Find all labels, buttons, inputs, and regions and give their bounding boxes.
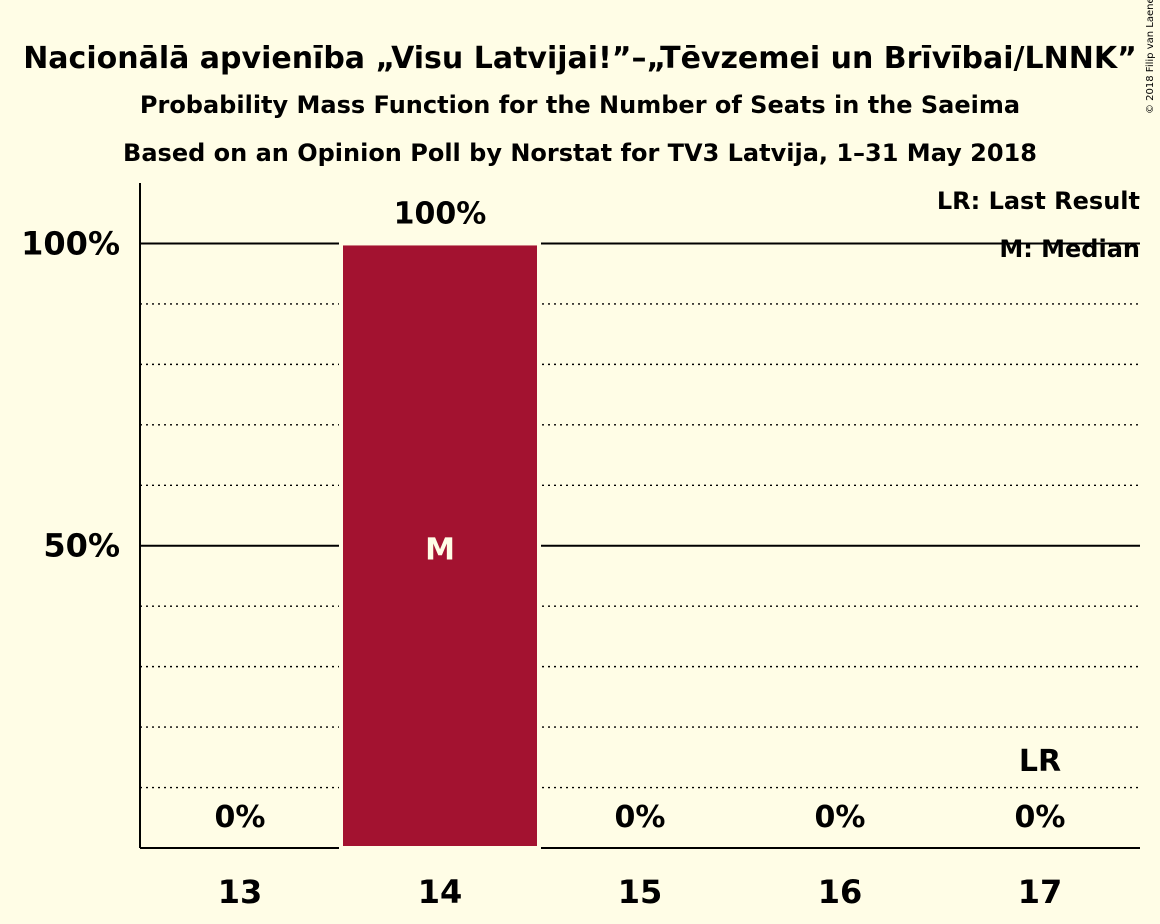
y-tick-label: 100% [21,224,120,262]
last-result-marker: LR [1019,744,1061,779]
x-tick-label: 15 [618,873,663,911]
median-marker: M [425,533,455,568]
x-tick-label: 17 [1018,873,1063,911]
bar-14 [339,241,541,851]
plot-area: 50% 100% 0% 13 100% M 14 0% 15 0% 16 0% LR 17 [21,183,1140,911]
x-tick-label: 13 [218,873,263,911]
copyright-text: © 2018 Filip van Laenen [1145,0,1156,114]
legend-last-result: LR: Last Result [937,187,1140,215]
bar-value-label: 0% [1015,800,1066,835]
bar-value-label: 0% [215,800,266,835]
chart-subtitle-1: Probability Mass Function for the Number… [140,91,1020,119]
bar-value-label: 0% [815,800,866,835]
bar-value-label: 100% [394,196,487,231]
x-tick-label: 16 [818,873,863,911]
chart-subtitle-2: Based on an Opinion Poll by Norstat for … [123,139,1037,167]
x-tick-label: 14 [418,873,463,911]
y-tick-label: 50% [43,527,120,565]
chart-title: Nacionālā apvienība „Visu Latvijai!”–„Tē… [23,41,1137,76]
bar-value-label: 0% [615,800,666,835]
legend-median: M: Median [999,235,1140,263]
